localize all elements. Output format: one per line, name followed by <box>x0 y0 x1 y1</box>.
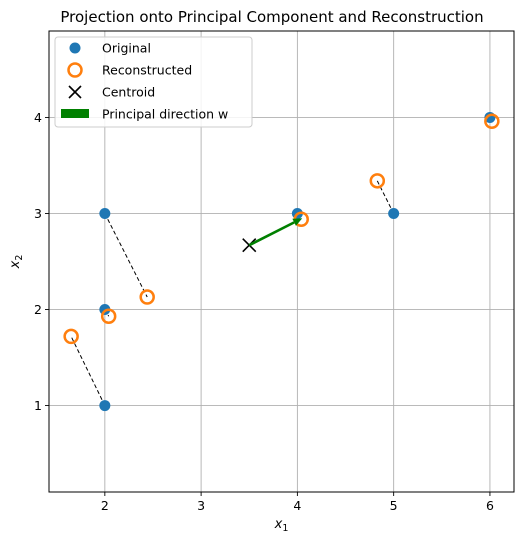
reconstruction-lines <box>70 117 493 406</box>
x-tick-label: 4 <box>293 498 301 513</box>
x-axis-label: x1 <box>274 517 289 534</box>
legend-label: Centroid <box>102 85 155 100</box>
legend-label: Principal direction w <box>102 107 228 122</box>
legend-label: Original <box>102 41 151 56</box>
reconstruction-line <box>70 336 106 406</box>
data-marks <box>63 111 500 412</box>
reconstructed-point <box>100 308 117 324</box>
original-point <box>99 400 111 412</box>
legend-marker-centroid <box>68 85 82 99</box>
original-point <box>388 207 400 219</box>
legend-label: Reconstructed <box>102 63 192 78</box>
reconstructed-point <box>139 289 155 305</box>
legend-marker-original <box>69 42 81 54</box>
chart-title: Projection onto Principal Component and … <box>60 8 483 26</box>
y-tick-label: 2 <box>34 302 42 317</box>
reconstructed-point <box>484 113 500 130</box>
reconstructed-point <box>369 173 386 189</box>
plot-frame <box>48 30 515 493</box>
axis-ticks: 2 3 4 5 6 1 2 3 4 <box>34 110 494 513</box>
y-axis-label: x2 <box>8 255 25 270</box>
legend-marker-principal <box>61 109 89 118</box>
y-tick-label: 1 <box>34 398 42 413</box>
y-tick-label: 4 <box>34 110 42 125</box>
legend-box <box>54 36 253 128</box>
principal-direction-arrow <box>248 218 303 247</box>
x-tick-label: 2 <box>101 498 109 513</box>
principal-direction-shaft <box>248 221 295 247</box>
reconstructed-point <box>63 328 79 345</box>
x-tick-label: 3 <box>197 498 205 513</box>
original-point <box>99 207 111 219</box>
x-tick-label: 6 <box>486 498 494 513</box>
y-tick-label: 3 <box>34 206 42 221</box>
legend: Original Reconstructed Centroid Principal d… <box>54 36 253 128</box>
principal-direction-head <box>292 218 303 226</box>
x-tick-label: 5 <box>390 498 398 513</box>
reconstruction-line <box>104 213 148 298</box>
legend-marker-reconstructed <box>67 62 83 78</box>
